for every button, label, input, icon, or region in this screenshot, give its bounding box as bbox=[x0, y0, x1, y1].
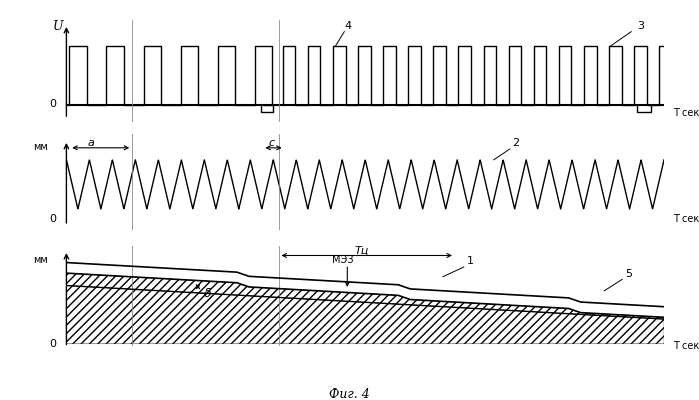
Text: Т сек: Т сек bbox=[673, 108, 699, 118]
Text: Тц: Тц bbox=[355, 246, 369, 256]
Text: мм: мм bbox=[34, 256, 48, 266]
Text: Фиг. 4: Фиг. 4 bbox=[329, 388, 370, 400]
Text: Т сек: Т сек bbox=[673, 214, 699, 224]
Text: Т сек: Т сек bbox=[673, 341, 699, 351]
Text: 0: 0 bbox=[50, 214, 57, 224]
Text: 3: 3 bbox=[637, 21, 644, 31]
Text: 4: 4 bbox=[345, 21, 352, 31]
Text: мм: мм bbox=[34, 142, 48, 152]
Text: 5: 5 bbox=[625, 269, 632, 279]
Text: с: с bbox=[268, 138, 275, 148]
Text: 1: 1 bbox=[467, 256, 474, 266]
Text: 2: 2 bbox=[512, 138, 519, 148]
Text: δ: δ bbox=[204, 287, 212, 300]
Text: МЭЗ: МЭЗ bbox=[332, 254, 354, 264]
Text: 0: 0 bbox=[50, 339, 57, 349]
Text: 0: 0 bbox=[50, 100, 57, 110]
Text: а: а bbox=[87, 138, 94, 148]
Text: U: U bbox=[53, 20, 64, 33]
